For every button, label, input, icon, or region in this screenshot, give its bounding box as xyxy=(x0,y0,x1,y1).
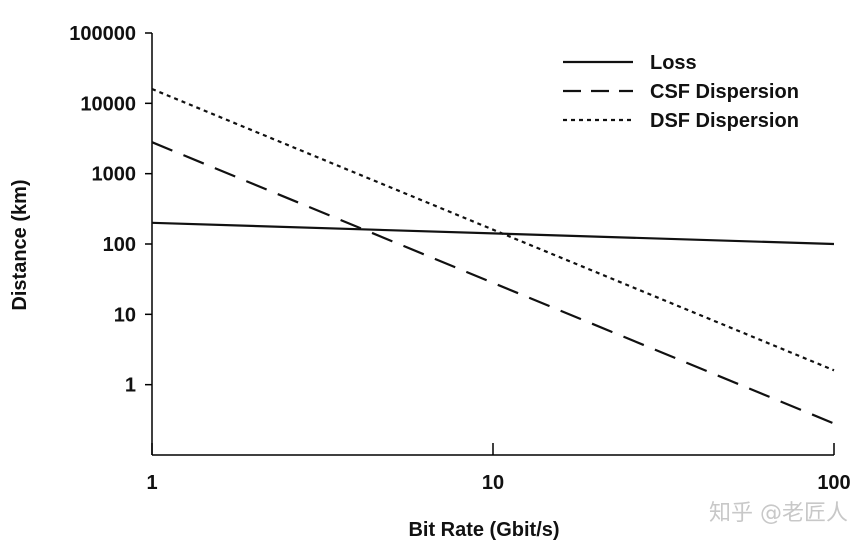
x-axis-ticks: 1 10 100 xyxy=(146,443,851,494)
series-lines xyxy=(151,87,835,425)
x-tick-label: 10 xyxy=(482,472,504,494)
x-axis-title: Bit Rate (Gbit/s) xyxy=(408,519,559,541)
y-tick-label: 100000 xyxy=(69,23,136,45)
legend-entry: DSF Dispersion xyxy=(650,110,799,132)
y-tick-label: 10 xyxy=(114,304,136,326)
y-tick-label: 100 xyxy=(103,234,136,256)
legend-entry: CSF Dispersion xyxy=(650,81,799,103)
y-tick-label: 1000 xyxy=(92,164,137,186)
y-tick-label: 10000 xyxy=(80,93,136,115)
y-axis-ticks: 1 10 100 1000 10000 100000 xyxy=(69,23,152,397)
x-tick-label: 100 xyxy=(817,472,850,494)
y-tick-label: 1 xyxy=(125,375,136,397)
series-dsf-dispersion-line xyxy=(151,87,835,372)
legend-entry: Loss xyxy=(650,52,697,74)
y-axis-title: Distance (km) xyxy=(9,179,31,310)
x-tick-label: 1 xyxy=(146,472,157,494)
series-csf-dispersion-line xyxy=(151,141,835,425)
legend: Loss CSF Dispersion DSF Dispersion xyxy=(563,52,799,132)
series-loss-line xyxy=(151,221,835,246)
watermark: 知乎 @老匠人 xyxy=(709,501,848,526)
